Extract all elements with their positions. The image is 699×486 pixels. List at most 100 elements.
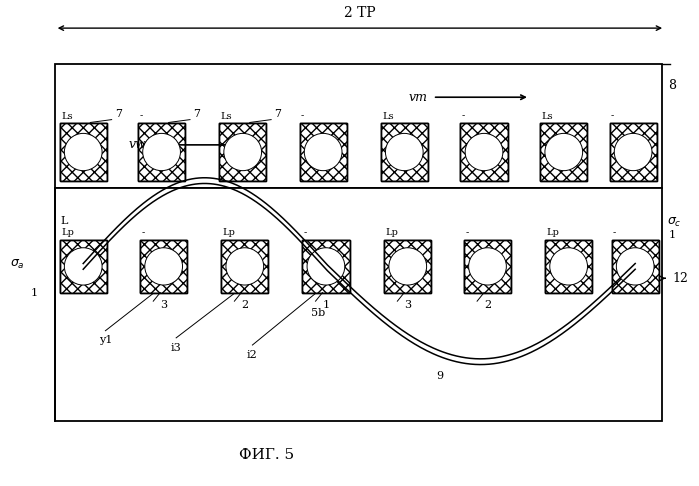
Ellipse shape <box>304 133 342 171</box>
Bar <box>55 64 661 188</box>
Ellipse shape <box>226 248 264 285</box>
Bar <box>221 240 268 293</box>
Bar <box>612 240 658 293</box>
Bar <box>140 240 187 293</box>
Ellipse shape <box>389 248 426 285</box>
Ellipse shape <box>143 133 180 171</box>
Bar <box>59 240 107 293</box>
Bar <box>612 240 658 293</box>
Bar <box>221 240 268 293</box>
Text: Lp: Lp <box>547 228 559 237</box>
Text: Lp: Lp <box>222 228 236 237</box>
Ellipse shape <box>617 248 654 285</box>
Text: L: L <box>60 216 68 226</box>
Bar <box>300 123 347 181</box>
Bar <box>610 123 656 181</box>
Text: -: - <box>141 228 145 237</box>
Text: 1: 1 <box>322 300 329 310</box>
Text: $\sigma_c$: $\sigma_c$ <box>667 215 682 228</box>
Bar <box>545 240 592 293</box>
Bar <box>610 123 656 181</box>
Text: -: - <box>301 112 304 121</box>
Bar <box>381 123 428 181</box>
Bar <box>219 123 266 181</box>
Text: -: - <box>466 228 468 237</box>
Text: y1: y1 <box>99 335 112 346</box>
Bar <box>464 240 511 293</box>
Bar <box>219 123 266 181</box>
Ellipse shape <box>307 248 345 285</box>
Ellipse shape <box>614 133 652 171</box>
Bar <box>221 240 268 293</box>
Text: i3: i3 <box>171 343 182 353</box>
Text: 2: 2 <box>241 300 248 310</box>
Bar <box>540 123 587 181</box>
Text: 9: 9 <box>436 371 443 381</box>
Text: 2 ТР: 2 ТР <box>344 5 376 19</box>
Text: -: - <box>613 228 617 237</box>
Text: 7: 7 <box>275 109 282 119</box>
Bar <box>461 123 507 181</box>
Bar <box>138 123 185 181</box>
Text: 3: 3 <box>160 300 167 310</box>
Text: Lp: Lp <box>386 228 398 237</box>
Bar <box>59 240 107 293</box>
Bar <box>384 240 431 293</box>
Text: ФИГ. 5: ФИГ. 5 <box>239 448 294 462</box>
Text: 5b: 5b <box>311 308 326 318</box>
Bar <box>545 240 592 293</box>
Bar <box>138 123 185 181</box>
Ellipse shape <box>385 133 423 171</box>
Ellipse shape <box>145 248 182 285</box>
Bar <box>384 240 431 293</box>
Text: i2: i2 <box>247 350 258 360</box>
Bar <box>464 240 511 293</box>
Ellipse shape <box>545 133 583 171</box>
Bar <box>300 123 347 181</box>
Bar <box>381 123 428 181</box>
Bar <box>59 123 107 181</box>
Ellipse shape <box>468 248 506 285</box>
Bar <box>140 240 187 293</box>
Text: -: - <box>462 112 465 121</box>
Bar <box>540 123 587 181</box>
Text: Ls: Ls <box>382 112 394 121</box>
Text: 1: 1 <box>31 288 38 298</box>
Bar <box>303 240 350 293</box>
Text: -: - <box>139 112 143 121</box>
Text: Ls: Ls <box>220 112 232 121</box>
Bar <box>55 188 661 421</box>
Bar <box>540 123 587 181</box>
Text: vw: vw <box>129 139 146 151</box>
Text: 7: 7 <box>115 109 122 119</box>
Bar <box>303 240 350 293</box>
Bar <box>464 240 511 293</box>
Bar <box>612 240 658 293</box>
Text: $\sigma_a$: $\sigma_a$ <box>10 258 25 271</box>
Text: 8: 8 <box>668 79 677 92</box>
Text: 2: 2 <box>484 300 491 310</box>
Text: 1: 1 <box>668 230 676 241</box>
Bar <box>461 123 507 181</box>
Bar <box>138 123 185 181</box>
Bar <box>59 240 107 293</box>
Bar <box>461 123 507 181</box>
Text: Ls: Ls <box>61 112 73 121</box>
Bar <box>545 240 592 293</box>
Ellipse shape <box>465 133 503 171</box>
Bar <box>59 123 107 181</box>
Text: -: - <box>304 228 307 237</box>
Text: 3: 3 <box>404 300 411 310</box>
Text: -: - <box>611 112 614 121</box>
Text: 12: 12 <box>672 272 688 285</box>
Text: Ls: Ls <box>542 112 553 121</box>
Ellipse shape <box>64 248 102 285</box>
Bar <box>381 123 428 181</box>
Text: 7: 7 <box>194 109 201 119</box>
Ellipse shape <box>224 133 261 171</box>
Ellipse shape <box>64 133 102 171</box>
Bar <box>219 123 266 181</box>
Bar <box>140 240 187 293</box>
Bar <box>384 240 431 293</box>
Ellipse shape <box>550 248 587 285</box>
